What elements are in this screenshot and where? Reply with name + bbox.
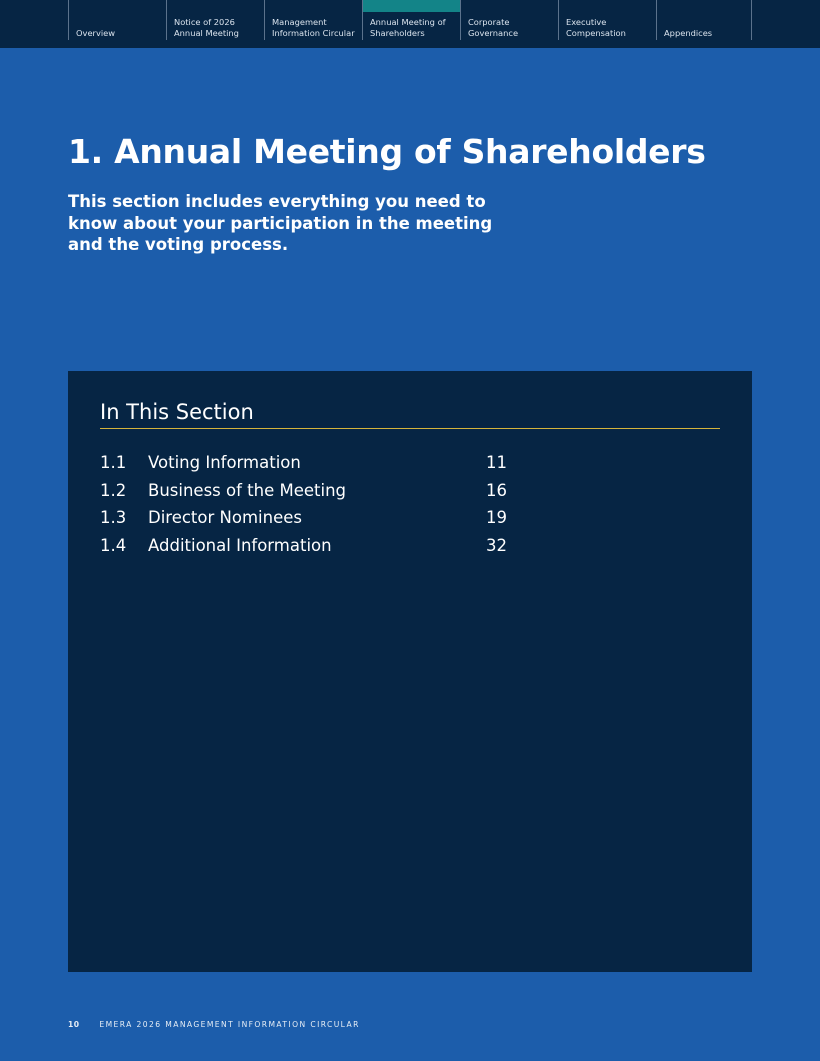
in-this-section-panel: In This Section 1.1 Voting Information 1… xyxy=(68,371,752,972)
tab-appendices[interactable]: Appendices xyxy=(656,0,752,40)
footer-document-title: EMERA 2026 MANAGEMENT INFORMATION CIRCUL… xyxy=(99,1020,360,1029)
tab-label: Corporate Governance xyxy=(468,17,519,38)
toc-item-title: Business of the Meeting xyxy=(148,480,346,500)
toc-item-title: Additional Information xyxy=(148,535,332,555)
tab-label: Notice of 2026 Annual Meeting xyxy=(174,17,239,38)
toc-item-director-nominees[interactable]: 1.3 Director Nominees 19 xyxy=(100,506,520,534)
toc-item-number: 1.1 xyxy=(100,453,127,472)
toc-item-page: 19 xyxy=(486,508,507,527)
intro-paragraph: This section includes everything you nee… xyxy=(68,192,493,254)
page-footer: 10 EMERA 2026 MANAGEMENT INFORMATION CIR… xyxy=(68,1020,360,1029)
section-contents-list: 1.1 Voting Information 11 1.2 Business o… xyxy=(100,451,520,561)
toc-item-page: 16 xyxy=(486,480,507,500)
tab-label: Annual Meeting of Shareholders xyxy=(370,17,446,38)
toc-item-number: 1.3 xyxy=(100,508,127,527)
tab-notice-of-annual-meeting[interactable]: Notice of 2026 Annual Meeting xyxy=(166,0,264,40)
tab-label: Management Information Circular xyxy=(272,17,355,38)
footer-page-number: 10 xyxy=(68,1020,80,1029)
tab-label: Executive Compensation xyxy=(566,17,626,38)
toc-item-number: 1.4 xyxy=(100,535,127,555)
tab-overview[interactable]: Overview xyxy=(68,0,166,40)
toc-item-title: Voting Information xyxy=(148,453,301,472)
tab-executive-compensation[interactable]: Executive Compensation xyxy=(558,0,656,40)
tab-management-information-circular[interactable]: Management Information Circular xyxy=(264,0,362,40)
section-heading: In This Section xyxy=(100,400,254,424)
heading-divider xyxy=(100,428,720,429)
toc-item-number: 1.2 xyxy=(100,480,127,500)
toc-item-additional-information[interactable]: 1.4 Additional Information 32 xyxy=(100,534,520,562)
page-title: 1. Annual Meeting of Shareholders xyxy=(68,132,706,171)
tab-corporate-governance[interactable]: Corporate Governance xyxy=(460,0,558,40)
toc-item-voting-information[interactable]: 1.1 Voting Information 11 xyxy=(100,451,520,479)
tab-label: Overview xyxy=(76,28,116,38)
toc-item-title: Director Nominees xyxy=(148,508,302,527)
tab-annual-meeting-of-shareholders[interactable]: Annual Meeting of Shareholders xyxy=(362,0,460,40)
top-navigation: Overview Notice of 2026 Annual Meeting M… xyxy=(0,0,820,48)
toc-item-page: 32 xyxy=(486,535,507,555)
toc-item-page: 11 xyxy=(486,453,507,472)
toc-item-business-of-the-meeting[interactable]: 1.2 Business of the Meeting 16 xyxy=(100,479,520,507)
tab-label: Appendices xyxy=(664,28,713,38)
